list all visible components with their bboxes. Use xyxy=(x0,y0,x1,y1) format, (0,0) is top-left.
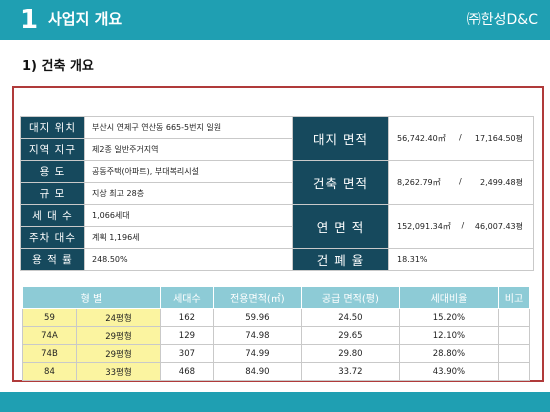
building-area-sep: / xyxy=(458,177,462,186)
unit-households: 162 xyxy=(159,308,214,327)
unit-note xyxy=(497,308,531,327)
unit-type: 84 xyxy=(22,362,77,381)
info-value: 공동주택(아파트), 부대복리시설 xyxy=(84,160,293,183)
info-value: 계획 1,196세 xyxy=(84,226,293,249)
building-area-label: 건축 면적 xyxy=(292,160,389,205)
unit-households: 468 xyxy=(159,362,214,381)
table-header-row: 형 별 세대수 전용면적(㎡) 공급 면적(평) 세대비율 비고 xyxy=(22,286,531,309)
table-row: 세 대 수 1,066세대 연 면 적 152,091.34㎡ / 46,007… xyxy=(20,204,534,249)
footer-bar xyxy=(0,392,550,412)
section-number: 1 xyxy=(20,5,39,35)
info-value: 248.50% xyxy=(84,248,293,271)
unit-type: 59 xyxy=(22,308,77,327)
unit-ratio: 15.20% xyxy=(398,308,499,327)
info-label: 지역 지구 xyxy=(20,138,85,161)
table-row: 용 적 률 248.50% 건 폐 율 18.31% xyxy=(20,248,534,271)
unit-exclusive-area: 84.90 xyxy=(212,362,302,381)
unit-ratio: 43.90% xyxy=(398,362,499,381)
building-area-pyeong: 2,499.48평 xyxy=(479,178,523,187)
floor-area-sqm: 152,091.34㎡ xyxy=(397,222,451,231)
unit-supply-area: 33.72 xyxy=(300,362,400,381)
table-row: 59 24평형 162 59.96 24.50 15.20% xyxy=(22,308,531,327)
unit-ratio: 28.80% xyxy=(398,344,499,363)
info-value: 부산시 연제구 연산동 665-5번지 일원 xyxy=(84,116,293,139)
column-header: 공급 면적(평) xyxy=(300,286,400,309)
table-row: 용 도 공동주택(아파트), 부대복리시설 건축 면적 8,262.79㎡ / … xyxy=(20,160,534,205)
site-area-pyeong: 17,164.50평 xyxy=(474,134,523,143)
coverage-value: 18.31% xyxy=(388,248,534,271)
coverage-label: 건 폐 율 xyxy=(292,248,389,271)
unit-exclusive-area: 74.99 xyxy=(212,344,302,363)
unit-type: 74A xyxy=(22,326,77,345)
column-header: 비고 xyxy=(497,286,531,309)
info-label: 규 모 xyxy=(20,182,85,205)
unit-note xyxy=(497,326,531,345)
site-area-value: 56,742.40㎡ / 17,164.50평 xyxy=(388,116,534,161)
site-area-label: 대지 면적 xyxy=(292,116,389,161)
column-header: 전용면적(㎡) xyxy=(212,286,302,309)
section-subtitle: 1) 건축 개요 xyxy=(22,59,94,74)
unit-pyeong: 29평형 xyxy=(75,344,161,363)
unit-pyeong: 29평형 xyxy=(75,326,161,345)
floor-area-sep: / xyxy=(461,221,465,230)
building-area-value: 8,262.79㎡ / 2,499.48평 xyxy=(388,160,534,205)
unit-supply-area: 24.50 xyxy=(300,308,400,327)
column-header: 세대비율 xyxy=(398,286,499,309)
unit-type: 74B xyxy=(22,344,77,363)
table-row: 74B 29평형 307 74.99 29.80 28.80% xyxy=(22,344,531,363)
content-frame xyxy=(12,86,544,382)
table-row: 대지 위치 부산시 연제구 연산동 665-5번지 일원 대지 면적 56,74… xyxy=(20,116,534,161)
floor-area-pyeong: 46,007.43평 xyxy=(474,222,523,231)
unit-note xyxy=(497,362,531,381)
unit-ratio: 12.10% xyxy=(398,326,499,345)
building-area-sqm: 8,262.79㎡ xyxy=(397,178,441,187)
info-value: 제2종 일반주거지역 xyxy=(84,138,293,161)
building-overview-table: 대지 위치 부산시 연제구 연산동 665-5번지 일원 대지 면적 56,74… xyxy=(20,116,534,271)
page-title: 사업지 개요 xyxy=(48,10,123,28)
info-value: 지상 최고 28층 xyxy=(84,182,293,205)
table-row: 주차 대수 계획 1,196세 xyxy=(20,226,534,249)
info-value: 1,066세대 xyxy=(84,204,293,227)
info-label: 용 도 xyxy=(20,160,85,183)
column-header: 세대수 xyxy=(159,286,214,309)
unit-households: 307 xyxy=(159,344,214,363)
coverage-text: 18.31% xyxy=(397,255,428,264)
table-row: 84 33평형 468 84.90 33.72 43.90% xyxy=(22,362,531,381)
unit-pyeong: 33평형 xyxy=(75,362,161,381)
floor-area-label: 연 면 적 xyxy=(292,204,389,249)
header-bar: 1 사업지 개요 ㈜한성D&C xyxy=(0,0,550,40)
info-label: 세 대 수 xyxy=(20,204,85,227)
site-area-sep: / xyxy=(458,133,462,142)
unit-note xyxy=(497,344,531,363)
site-area-sqm: 56,742.40㎡ xyxy=(397,134,446,143)
unit-households: 129 xyxy=(159,326,214,345)
info-label: 대지 위치 xyxy=(20,116,85,139)
brand-logo: ㈜한성D&C xyxy=(466,12,538,28)
floor-area-value: 152,091.34㎡ / 46,007.43평 xyxy=(388,204,534,249)
unit-type-table: 형 별 세대수 전용면적(㎡) 공급 면적(평) 세대비율 비고 59 24평형… xyxy=(22,286,531,381)
info-label: 주차 대수 xyxy=(20,226,85,249)
info-label: 용 적 률 xyxy=(20,248,85,271)
table-row: 74A 29평형 129 74.98 29.65 12.10% xyxy=(22,326,531,345)
unit-pyeong: 24평형 xyxy=(75,308,161,327)
unit-supply-area: 29.65 xyxy=(300,326,400,345)
unit-supply-area: 29.80 xyxy=(300,344,400,363)
unit-exclusive-area: 59.96 xyxy=(212,308,302,327)
unit-exclusive-area: 74.98 xyxy=(212,326,302,345)
column-header: 형 별 xyxy=(22,286,161,309)
